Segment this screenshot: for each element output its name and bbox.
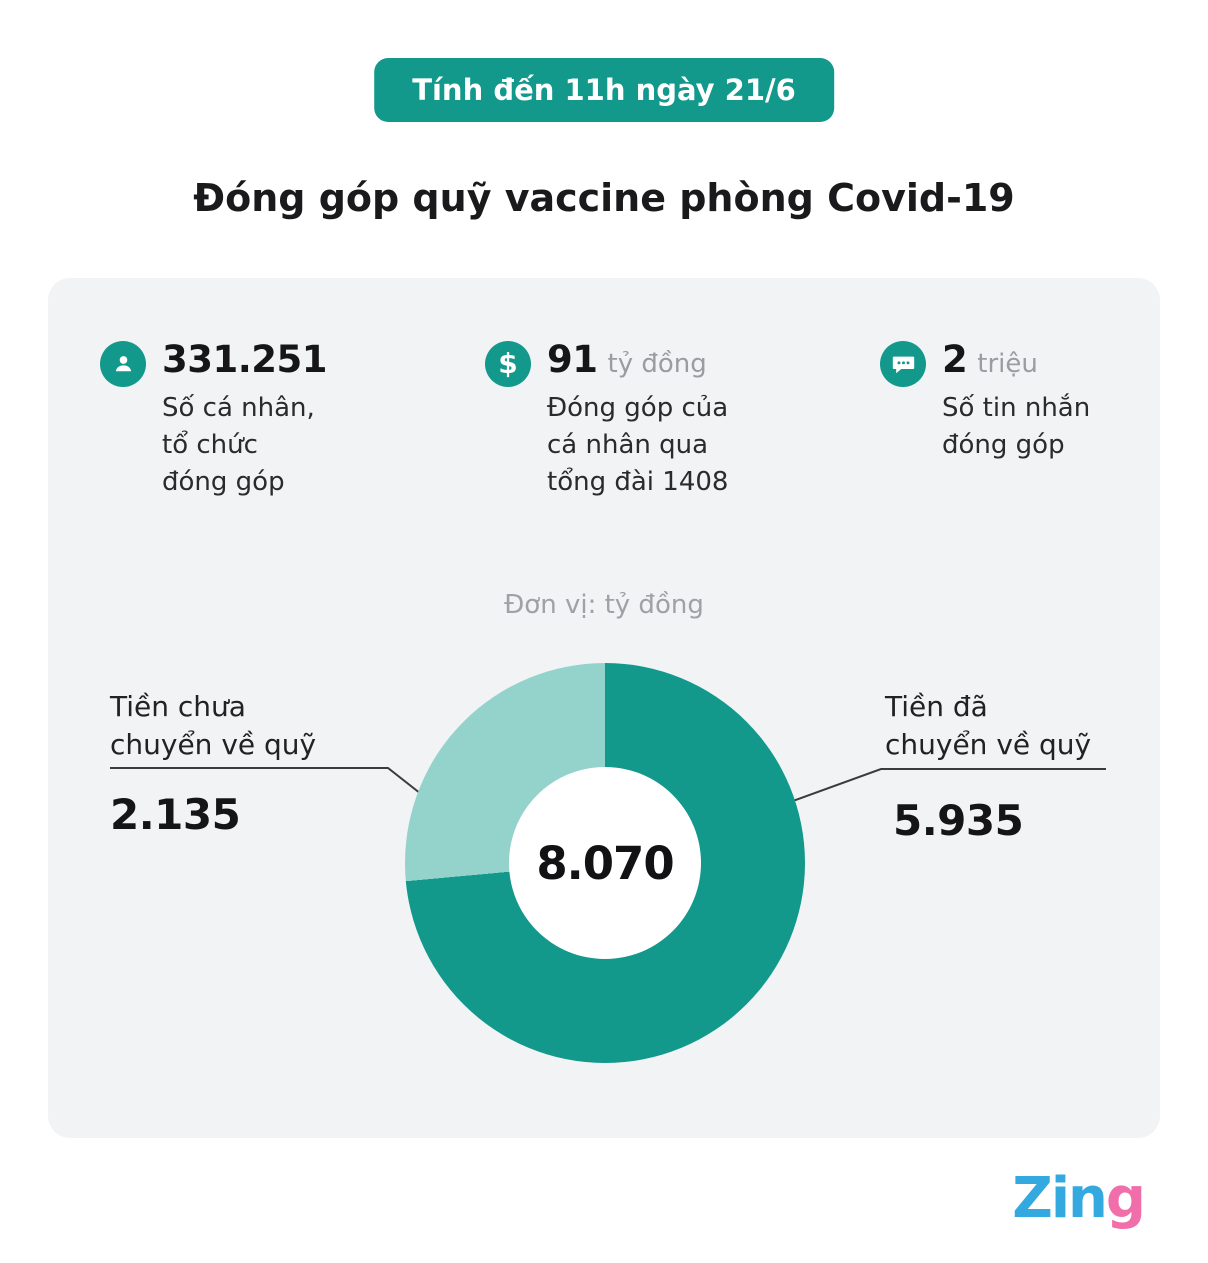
stats-row: 331.251 Số cá nhân, tổ chức đóng góp $ 9… (100, 338, 1136, 501)
stat-contributors: 331.251 Số cá nhân, tổ chức đóng góp (100, 338, 485, 501)
logo-letter: n (1068, 1166, 1108, 1231)
stat-value: 91 (547, 338, 598, 381)
stat-unit: tỷ đồng (607, 349, 707, 379)
stat-value: 2 (942, 338, 968, 381)
stat-label: Số cá nhân, tổ chức đóng góp (162, 393, 315, 497)
logo-letter: Z (1012, 1166, 1053, 1231)
donut-chart: 8.070 (405, 663, 805, 1063)
stat-number-row: 91 tỷ đồng (547, 338, 728, 381)
chart-unit-note: Đơn vị: tỷ đồng (504, 590, 704, 620)
page-title: Đóng góp quỹ vaccine phòng Covid-19 (193, 176, 1015, 220)
date-badge: Tính đến 11h ngày 21/6 (374, 58, 834, 122)
callout-right-label: Tiền đã chuyển về quỹ (885, 690, 1092, 762)
callout-left-label: Tiền chưa chuyển về quỹ (110, 690, 317, 762)
stat-number-row: 331.251 (162, 338, 337, 381)
stat-label: Đóng góp của cá nhân qua tổng đài 1408 (547, 393, 729, 497)
person-icon (100, 341, 146, 387)
date-badge-text: Tính đến 11h ngày 21/6 (412, 73, 796, 107)
donut-total: 8.070 (536, 836, 674, 890)
stat-sms-donations: 2 triệu Số tin nhắn đóng góp (880, 338, 1136, 501)
dollar-icon: $ (485, 341, 531, 387)
stats-card: 331.251 Số cá nhân, tổ chức đóng góp $ 9… (48, 278, 1160, 1138)
stat-body: 331.251 Số cá nhân, tổ chức đóng góp (162, 338, 337, 501)
zing-logo: Zing (1012, 1166, 1146, 1231)
stat-unit: triệu (977, 349, 1038, 379)
stat-body: 91 tỷ đồng Đóng góp của cá nhân qua tổng… (547, 338, 728, 501)
callout-right-value: 5.935 (893, 796, 1024, 845)
logo-letter: g (1105, 1166, 1146, 1231)
stat-body: 2 triệu Số tin nhắn đóng góp (942, 338, 1090, 501)
stat-value: 331.251 (162, 338, 328, 381)
stat-label: Số tin nhắn đóng góp (942, 393, 1091, 460)
stat-number-row: 2 triệu (942, 338, 1090, 381)
donut-center: 8.070 (509, 767, 701, 959)
stat-hotline-donations: $ 91 tỷ đồng Đóng góp của cá nhân qua tổ… (485, 338, 880, 501)
logo-letter: i (1050, 1166, 1070, 1231)
callout-left-value: 2.135 (110, 790, 241, 839)
chat-icon (880, 341, 926, 387)
